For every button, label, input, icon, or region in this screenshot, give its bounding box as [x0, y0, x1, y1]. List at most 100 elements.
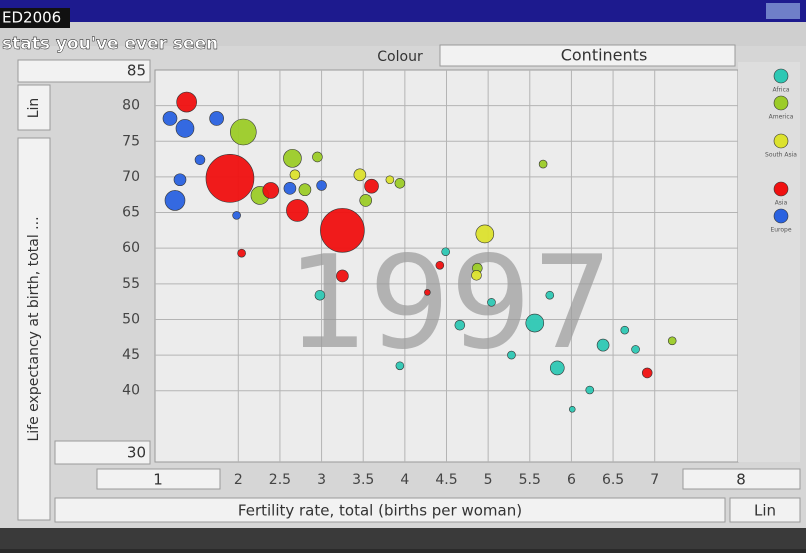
- bubble: [232, 211, 241, 220]
- caption: stats you've ever seen: [2, 34, 218, 54]
- bubble: [641, 367, 653, 379]
- bubble: [359, 194, 373, 207]
- y-tick-label: 75: [122, 133, 140, 149]
- x-tick-label: 3.5: [352, 472, 374, 488]
- colour-select[interactable]: [439, 44, 736, 67]
- bubble: [549, 360, 565, 376]
- bubble: [545, 290, 555, 300]
- xmin-box[interactable]: [96, 468, 221, 490]
- legend-swatch: [773, 68, 789, 84]
- y-tick-label: 70: [122, 169, 140, 185]
- x-tick-label: 3: [317, 472, 326, 488]
- bubble: [353, 168, 367, 182]
- bubble: [205, 154, 255, 203]
- bubble: [585, 385, 595, 395]
- yscale-box[interactable]: [17, 84, 51, 131]
- bubble: [538, 159, 548, 169]
- legend-label: Africa: [772, 87, 789, 94]
- legend-label: America: [769, 114, 794, 121]
- xscale-box[interactable]: [729, 497, 801, 523]
- y-tick-label: 55: [122, 276, 140, 292]
- bubble: [283, 182, 297, 195]
- bubble: [435, 260, 445, 270]
- xlabel-box[interactable]: [54, 497, 726, 523]
- colour-label: Colour: [377, 49, 423, 65]
- bubble: [312, 151, 323, 163]
- bubble: [298, 183, 312, 197]
- x-axis-label[interactable]: Fertility rate, total (births per woman): [238, 502, 522, 520]
- window-buttons: [766, 3, 800, 19]
- x-min-label: 1: [153, 471, 163, 489]
- y-tick-label: 45: [122, 347, 140, 363]
- legend-swatch: [773, 133, 789, 149]
- legend-label: Asia: [775, 200, 788, 207]
- legend-panel: [738, 62, 800, 462]
- bubble: [475, 224, 495, 244]
- legend-swatch: [773, 181, 789, 197]
- bubble: [283, 149, 302, 168]
- bubble: [286, 199, 309, 222]
- bubble: [173, 173, 187, 187]
- bubble: [525, 313, 545, 333]
- x-tick-label: 4.5: [435, 472, 457, 488]
- yscale[interactable]: Lin: [26, 98, 42, 119]
- bubble: [487, 298, 496, 307]
- bubble: [229, 118, 257, 146]
- bubble: [471, 269, 482, 281]
- legend-label: Europe: [770, 227, 791, 234]
- title-bar: [0, 0, 806, 22]
- legend-swatch: [773, 208, 789, 224]
- bubble: [394, 178, 406, 189]
- event-label: ED2006: [2, 9, 61, 27]
- bubble: [164, 190, 186, 211]
- ymin-box[interactable]: [54, 440, 151, 465]
- xmax-box[interactable]: [682, 468, 801, 490]
- y-tick-label: 80: [122, 98, 140, 114]
- bubble: [631, 345, 640, 354]
- y-tick-label: 40: [122, 383, 140, 399]
- bubble: [364, 178, 379, 194]
- colour-value[interactable]: Continents: [561, 46, 648, 65]
- bubble: [385, 175, 395, 185]
- y-axis-label[interactable]: Life expectancy at birth, total ...: [26, 216, 42, 441]
- year-label: 1997: [287, 229, 613, 378]
- bubble: [194, 154, 206, 166]
- legend-swatch: [773, 95, 789, 111]
- bubble: [314, 289, 326, 301]
- bubble: [289, 169, 301, 181]
- legend-label: South Asia: [765, 152, 797, 159]
- x-tick-label: 2: [234, 472, 243, 488]
- ylabel-box[interactable]: [17, 137, 51, 521]
- x-tick-label: 7: [650, 472, 659, 488]
- y-tick-label: 50: [122, 311, 140, 327]
- bubble: [209, 111, 224, 126]
- y-tick-label: 65: [122, 205, 140, 221]
- y-min-label: 30: [127, 444, 146, 462]
- bubble: [237, 248, 246, 258]
- xscale[interactable]: Lin: [754, 502, 776, 520]
- x-tick-label: 2.5: [269, 472, 291, 488]
- bubble: [507, 350, 516, 360]
- bubble: [175, 119, 195, 138]
- bubble: [336, 269, 349, 283]
- bubble: [262, 182, 280, 199]
- status-bar: [0, 528, 806, 549]
- bubble: [596, 338, 610, 352]
- bubble: [568, 405, 576, 413]
- overlay-bg: [0, 8, 70, 28]
- bubble: [424, 289, 431, 296]
- x-max-label: 8: [736, 471, 746, 489]
- bubble: [454, 319, 466, 331]
- bubble: [316, 180, 327, 191]
- bubble: [176, 91, 197, 113]
- bubble: [320, 208, 365, 253]
- x-tick-label: 6.5: [602, 472, 624, 488]
- y-tick-label: 60: [122, 240, 140, 256]
- ymax-box[interactable]: [17, 59, 151, 83]
- y-max-label: 85: [127, 62, 146, 80]
- x-tick-label: 5: [484, 472, 493, 488]
- bubble: [162, 111, 178, 126]
- x-tick-label: 5.5: [519, 472, 541, 488]
